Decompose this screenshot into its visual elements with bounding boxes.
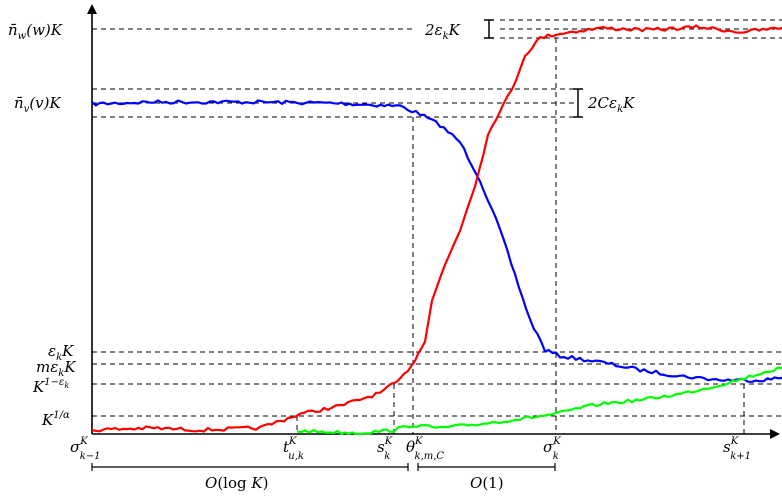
label-interval-first: O(log K) bbox=[205, 474, 268, 492]
label-band-narrow: 2CεkK bbox=[587, 94, 635, 115]
interval-first-bracket bbox=[91, 463, 409, 471]
blue-curve bbox=[91, 99, 782, 383]
bracket-wide bbox=[484, 19, 494, 39]
label-nv: n̄v(v)K bbox=[14, 94, 62, 115]
label-t-uk: tK u,k bbox=[283, 436, 304, 462]
vertical-guides bbox=[296, 38, 745, 434]
label-s-k: sK k bbox=[377, 436, 393, 462]
band-brackets bbox=[484, 19, 583, 118]
label-band-wide: 2εkK bbox=[424, 21, 461, 42]
label-k1alpha: K1/α bbox=[41, 410, 70, 429]
bracket-narrow bbox=[573, 88, 583, 118]
interval-brackets bbox=[91, 463, 556, 471]
label-meps: mεkK bbox=[36, 358, 76, 379]
y-axis-arrow bbox=[87, 4, 97, 14]
green-curve bbox=[296, 366, 782, 436]
x-axis-arrow bbox=[770, 429, 780, 439]
curves bbox=[91, 24, 782, 436]
red-curve bbox=[91, 24, 782, 433]
label-sigma-k: σK k bbox=[543, 436, 561, 462]
label-eps: εkK bbox=[48, 342, 74, 363]
label-nw: n̄w(w)K bbox=[8, 21, 63, 42]
horizontal-guides bbox=[92, 19, 782, 417]
interval-second-bracket bbox=[417, 463, 556, 471]
label-s-kp1: sK k+1 bbox=[723, 436, 751, 462]
axes bbox=[87, 4, 780, 439]
label-interval-second: O(1) bbox=[470, 474, 504, 492]
label-sigma-km1: σK k−1 bbox=[70, 436, 101, 462]
label-k1eps: K1−εk bbox=[32, 377, 69, 396]
label-theta: θK k,m,C bbox=[406, 436, 444, 462]
